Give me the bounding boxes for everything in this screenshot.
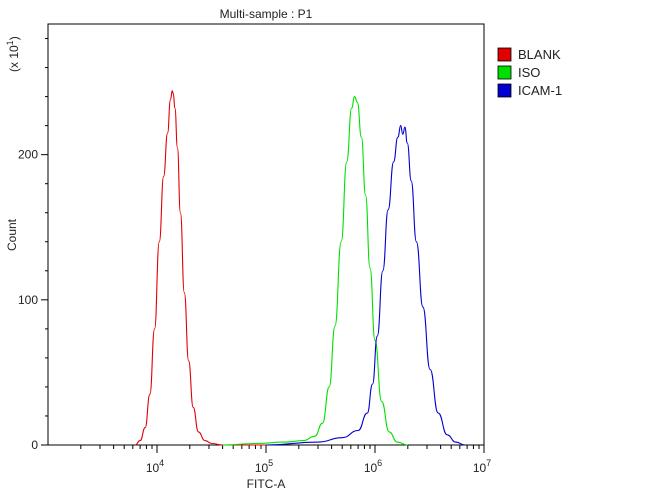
legend-swatch xyxy=(497,65,512,80)
y-tick-label: 0 xyxy=(31,438,38,452)
y-multiplier-label: (x 101) xyxy=(5,36,21,72)
chart-title: Multi-sample : P1 xyxy=(220,7,313,21)
y-axis-label: Count xyxy=(5,218,19,251)
x-axis-label: FITC-A xyxy=(247,477,286,491)
legend-label: BLANK xyxy=(518,47,561,62)
histogram-series xyxy=(134,90,466,446)
y-tick-label: 200 xyxy=(18,148,38,162)
x-tick-label: 104 xyxy=(146,458,164,475)
legend: BLANK ISO ICAM-1 xyxy=(497,47,562,98)
series-line-iso xyxy=(222,96,408,446)
series-line-icam-1 xyxy=(265,125,466,446)
axis-ticks: 104 105 106 107 0 100 200 xyxy=(18,38,491,475)
x-tick-label: 105 xyxy=(255,458,273,475)
series-line-blank xyxy=(134,90,266,446)
legend-swatch xyxy=(497,83,512,98)
y-tick-label: 100 xyxy=(18,293,38,307)
legend-label: ISO xyxy=(518,65,540,80)
x-tick-label: 107 xyxy=(473,458,491,475)
legend-swatch xyxy=(497,47,512,62)
x-tick-label: 106 xyxy=(364,458,382,475)
legend-label: ICAM-1 xyxy=(518,83,562,98)
plot-frame xyxy=(47,23,485,446)
